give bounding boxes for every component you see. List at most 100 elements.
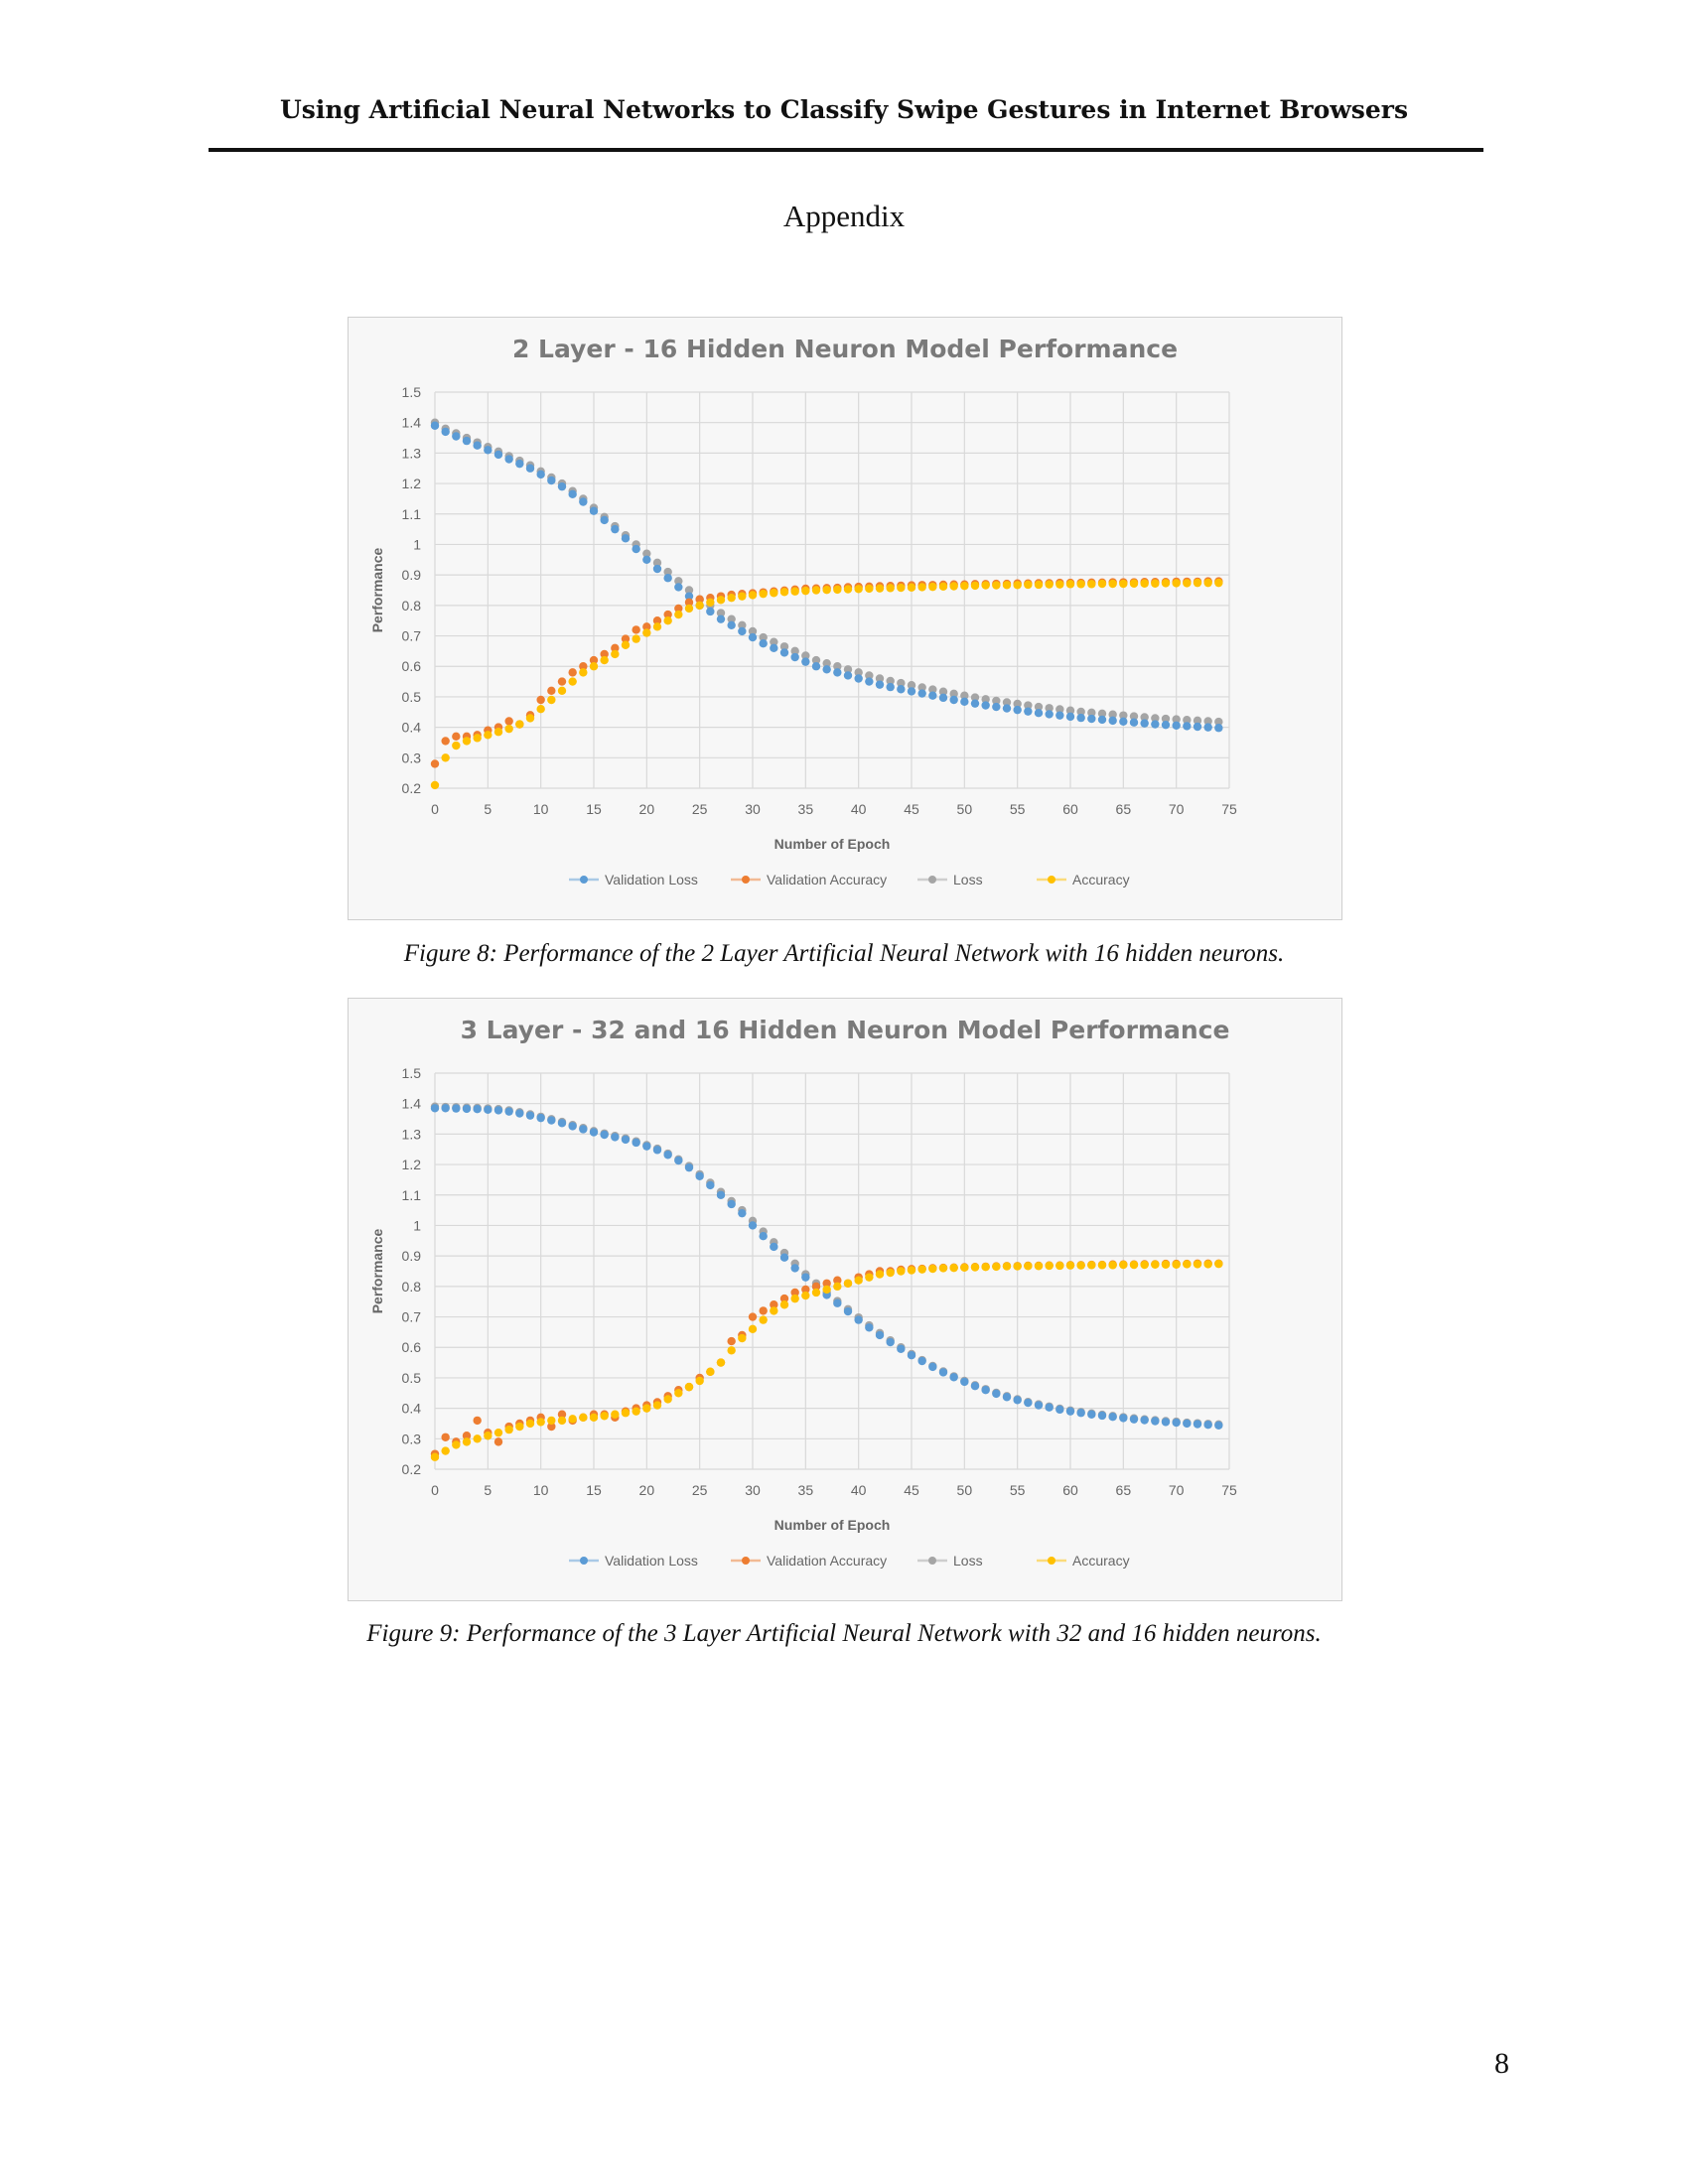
figure-8-chart: 2 Layer - 16 Hidden Neuron Model Perform…	[348, 317, 1342, 920]
data-point	[621, 534, 631, 543]
data-point	[441, 753, 450, 762]
data-point	[865, 584, 874, 594]
data-point	[695, 601, 704, 611]
data-point	[525, 1419, 535, 1429]
x-tick-label: 70	[1169, 1482, 1185, 1498]
data-point	[738, 1333, 747, 1343]
data-point	[441, 427, 450, 437]
data-point	[960, 582, 969, 591]
data-point	[1065, 712, 1075, 722]
data-point	[684, 586, 694, 595]
data-point	[1034, 708, 1044, 718]
data-point	[600, 515, 609, 525]
data-point	[1161, 579, 1171, 588]
data-point	[547, 476, 556, 485]
data-point	[981, 695, 990, 704]
data-point	[1076, 1261, 1085, 1270]
data-point	[1193, 716, 1202, 726]
data-point	[833, 585, 842, 595]
data-point	[1129, 718, 1139, 727]
data-point	[1193, 722, 1202, 732]
gridlines	[434, 391, 1230, 789]
legend-item: Loss	[917, 872, 983, 887]
data-point	[515, 720, 524, 729]
y-tick-label: 1.2	[402, 1157, 422, 1172]
data-point	[642, 628, 651, 637]
data-point	[611, 649, 620, 659]
data-point	[727, 1346, 736, 1355]
data-point	[886, 682, 895, 692]
data-point	[473, 441, 482, 450]
data-point	[843, 1279, 853, 1288]
data-point	[600, 649, 609, 659]
data-point	[917, 1356, 926, 1366]
data-point	[1034, 1262, 1044, 1271]
data-point	[897, 685, 906, 694]
data-point	[833, 1298, 842, 1307]
data-point	[790, 1288, 799, 1297]
data-point	[1140, 719, 1149, 728]
x-tick-label: 45	[904, 801, 919, 817]
data-point	[684, 1382, 694, 1392]
data-point	[716, 614, 726, 623]
data-point	[938, 582, 948, 592]
data-point	[1076, 580, 1085, 589]
x-tick-label: 25	[692, 1482, 708, 1498]
data-point	[600, 1412, 609, 1421]
data-point	[684, 592, 694, 601]
data-point	[642, 549, 651, 558]
data-point	[642, 555, 651, 565]
data-point	[748, 1324, 758, 1334]
data-point	[652, 1146, 662, 1155]
data-point	[1034, 580, 1044, 590]
data-point	[1119, 1260, 1128, 1270]
data-point	[557, 1416, 567, 1426]
data-point	[875, 584, 885, 593]
data-point	[759, 589, 768, 599]
series-loss	[430, 418, 1223, 727]
chart-title: 3 Layer - 32 and 16 Hidden Neuron Model …	[461, 1016, 1230, 1044]
data-point	[430, 780, 440, 790]
data-point	[970, 699, 980, 708]
data-point	[663, 574, 672, 583]
data-point	[642, 1142, 651, 1151]
x-tick-label: 15	[586, 1482, 602, 1498]
data-point	[970, 581, 980, 591]
data-point	[1183, 722, 1192, 731]
data-point	[504, 455, 513, 464]
data-point	[1140, 1260, 1149, 1270]
y-tick-label: 0.9	[402, 1248, 422, 1264]
data-point	[1108, 1261, 1117, 1270]
data-point	[801, 1273, 810, 1282]
legend-swatch-marker	[580, 1557, 588, 1565]
data-point	[1013, 581, 1022, 590]
legend-swatch-marker	[1048, 876, 1055, 884]
running-header: Using Artificial Neural Networks to Clas…	[279, 95, 1409, 124]
data-point	[557, 1119, 567, 1128]
data-point	[674, 604, 683, 614]
legend-swatch-marker	[580, 876, 588, 884]
data-point	[1151, 1260, 1160, 1269]
data-point	[504, 724, 513, 734]
data-point	[568, 489, 577, 499]
data-point	[1087, 708, 1096, 718]
data-point	[462, 737, 472, 746]
data-point	[589, 1128, 599, 1137]
data-point	[706, 1180, 715, 1190]
data-point	[695, 1171, 704, 1180]
data-point	[452, 1104, 461, 1113]
data-point	[504, 717, 513, 726]
data-point	[579, 668, 588, 677]
data-point	[462, 436, 472, 446]
data-point	[738, 592, 747, 601]
data-point	[462, 1432, 472, 1440]
legend-label: Validation Accuracy	[767, 872, 887, 887]
data-point	[843, 1306, 853, 1316]
data-point	[568, 1415, 577, 1424]
data-point	[1065, 706, 1075, 715]
data-point	[663, 1151, 672, 1160]
data-point	[1045, 1403, 1054, 1412]
data-point	[1097, 579, 1107, 589]
data-point	[1002, 581, 1012, 590]
data-point	[430, 421, 440, 430]
